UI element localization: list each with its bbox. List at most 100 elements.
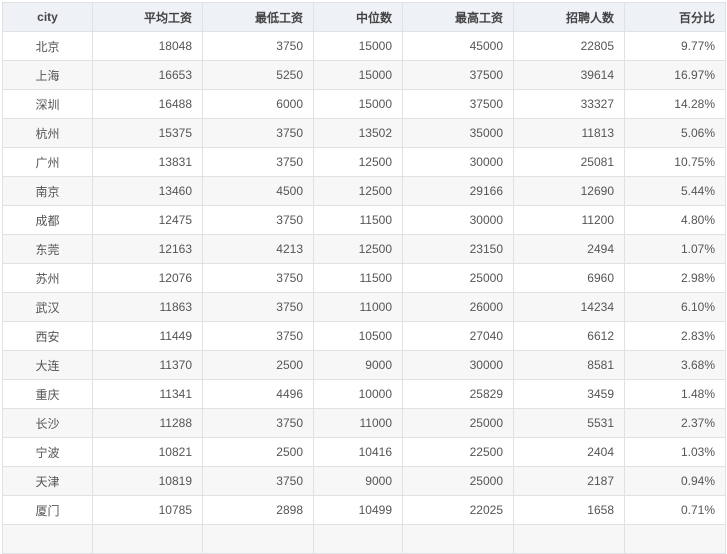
column-header-max-salary[interactable]: 最高工资: [402, 2, 514, 32]
cell-percentage: 9.77%: [624, 31, 726, 61]
cell-max-salary: 25000: [402, 263, 514, 293]
cell-min-salary: 3750: [202, 118, 314, 148]
cell-median: 9000: [313, 350, 403, 380]
cell-city: 深圳: [2, 89, 93, 119]
cell-hiring-count: 14234: [513, 292, 625, 322]
cell-percentage: 0.71%: [624, 495, 726, 525]
cell-percentage: 3.68%: [624, 350, 726, 380]
cell-avg-salary: 11341: [92, 379, 203, 409]
cell-percentage: 5.44%: [624, 176, 726, 206]
table-row: 重庆 11341 4496 10000 25829 3459 1.48%: [2, 379, 726, 409]
cell-hiring-count: 11200: [513, 205, 625, 235]
cell-city: 东莞: [2, 234, 93, 264]
cell-max-salary: 30000: [402, 350, 514, 380]
cell-max-salary: 35000: [402, 118, 514, 148]
cell-avg-salary: 13460: [92, 176, 203, 206]
cell-min-salary: 2500: [202, 437, 314, 467]
table-row: 厦门 10785 2898 10499 22025 1658 0.71%: [2, 495, 726, 525]
cell-percentage: 2.37%: [624, 408, 726, 438]
cell-avg-salary: 11863: [92, 292, 203, 322]
cell-avg-salary: 11288: [92, 408, 203, 438]
cell-min-salary: 6000: [202, 89, 314, 119]
cell-avg-salary: 15375: [92, 118, 203, 148]
cell-min-salary: 3750: [202, 292, 314, 322]
cell-max-salary: 37500: [402, 60, 514, 90]
cell-hiring-count: 6612: [513, 321, 625, 351]
cell-avg-salary: 12475: [92, 205, 203, 235]
table-row: 西安 11449 3750 10500 27040 6612 2.83%: [2, 321, 726, 351]
cell-city: 武汉: [2, 292, 93, 322]
cell-city: 杭州: [2, 118, 93, 148]
cell-min-salary: 3750: [202, 31, 314, 61]
cell-hiring-count: 6960: [513, 263, 625, 293]
cell-percentage: 6.10%: [624, 292, 726, 322]
cell-avg-salary: 16488: [92, 89, 203, 119]
cell-city: 大连: [2, 350, 93, 380]
cell-hiring-count: 33327: [513, 89, 625, 119]
table-row: 苏州 12076 3750 11500 25000 6960 2.98%: [2, 263, 726, 293]
cell-city: 西安: [2, 321, 93, 351]
cell-percentage: 1.48%: [624, 379, 726, 409]
cell-min-salary: 4213: [202, 234, 314, 264]
cell-city: 苏州: [2, 263, 93, 293]
table-row: 广州 13831 3750 12500 30000 25081 10.75%: [2, 147, 726, 177]
cell-avg-salary: 11449: [92, 321, 203, 351]
cell-median: 15000: [313, 89, 403, 119]
cell-hiring-count: 22805: [513, 31, 625, 61]
cell-min-salary: 4500: [202, 176, 314, 206]
cell-hiring-count: 8581: [513, 350, 625, 380]
cell-percentage: 2.98%: [624, 263, 726, 293]
cell-percentage: 16.97%: [624, 60, 726, 90]
table-row: 北京 18048 3750 15000 45000 22805 9.77%: [2, 31, 726, 61]
cell-avg-salary: 12163: [92, 234, 203, 264]
cell-max-salary: 30000: [402, 205, 514, 235]
cell-max-salary: 22025: [402, 495, 514, 525]
cell-median: 11500: [313, 205, 403, 235]
cell-min-salary: 3750: [202, 263, 314, 293]
cell-city: 长沙: [2, 408, 93, 438]
cell-hiring-count: 25081: [513, 147, 625, 177]
table-row: 长沙 11288 3750 11000 25000 5531 2.37%: [2, 408, 726, 438]
cell-avg-salary: 10821: [92, 437, 203, 467]
table-row: 东莞 12163 4213 12500 23150 2494 1.07%: [2, 234, 726, 264]
cell-avg-salary: 10785: [92, 495, 203, 525]
cell-city: 上海: [2, 60, 93, 90]
cell-min-salary: 3750: [202, 321, 314, 351]
cell-max-salary: 30000: [402, 147, 514, 177]
cell-max-salary: 25000: [402, 408, 514, 438]
column-header-percentage[interactable]: 百分比: [624, 2, 726, 32]
cell-percentage: 14.28%: [624, 89, 726, 119]
cell-percentage: 1.03%: [624, 437, 726, 467]
table-row: 深圳 16488 6000 15000 37500 33327 14.28%: [2, 89, 726, 119]
cell-percentage: 5.06%: [624, 118, 726, 148]
table-row: 上海 16653 5250 15000 37500 39614 16.97%: [2, 60, 726, 90]
column-header-avg-salary[interactable]: 平均工资: [92, 2, 203, 32]
column-header-min-salary[interactable]: 最低工资: [202, 2, 314, 32]
column-header-hiring-count[interactable]: 招聘人数: [513, 2, 625, 32]
cell-median: 13502: [313, 118, 403, 148]
cell-median: 10499: [313, 495, 403, 525]
cell-median: 15000: [313, 60, 403, 90]
cell-hiring-count: 39614: [513, 60, 625, 90]
cell-hiring-count: 11813: [513, 118, 625, 148]
cell-min-salary: 3750: [202, 408, 314, 438]
cell-avg-salary: 18048: [92, 31, 203, 61]
cell-city: 重庆: [2, 379, 93, 409]
cell-median: 10000: [313, 379, 403, 409]
table-row: 武汉 11863 3750 11000 26000 14234 6.10%: [2, 292, 726, 322]
cell-median: 12500: [313, 176, 403, 206]
table-row: 天津 10819 3750 9000 25000 2187 0.94%: [2, 466, 726, 496]
cell-max-salary: 22500: [402, 437, 514, 467]
cell-percentage: 1.07%: [624, 234, 726, 264]
cell-avg-salary: 12076: [92, 263, 203, 293]
column-header-city[interactable]: city: [2, 2, 93, 32]
cell-hiring-count: 3459: [513, 379, 625, 409]
cell-min-salary: 3750: [202, 147, 314, 177]
cell-city: 北京: [2, 31, 93, 61]
cell-max-salary: 26000: [402, 292, 514, 322]
column-header-median[interactable]: 中位数: [313, 2, 403, 32]
cell-min-salary: 2500: [202, 350, 314, 380]
cell-max-salary: 23150: [402, 234, 514, 264]
cell-median: 10416: [313, 437, 403, 467]
table-row: 大连 11370 2500 9000 30000 8581 3.68%: [2, 350, 726, 380]
